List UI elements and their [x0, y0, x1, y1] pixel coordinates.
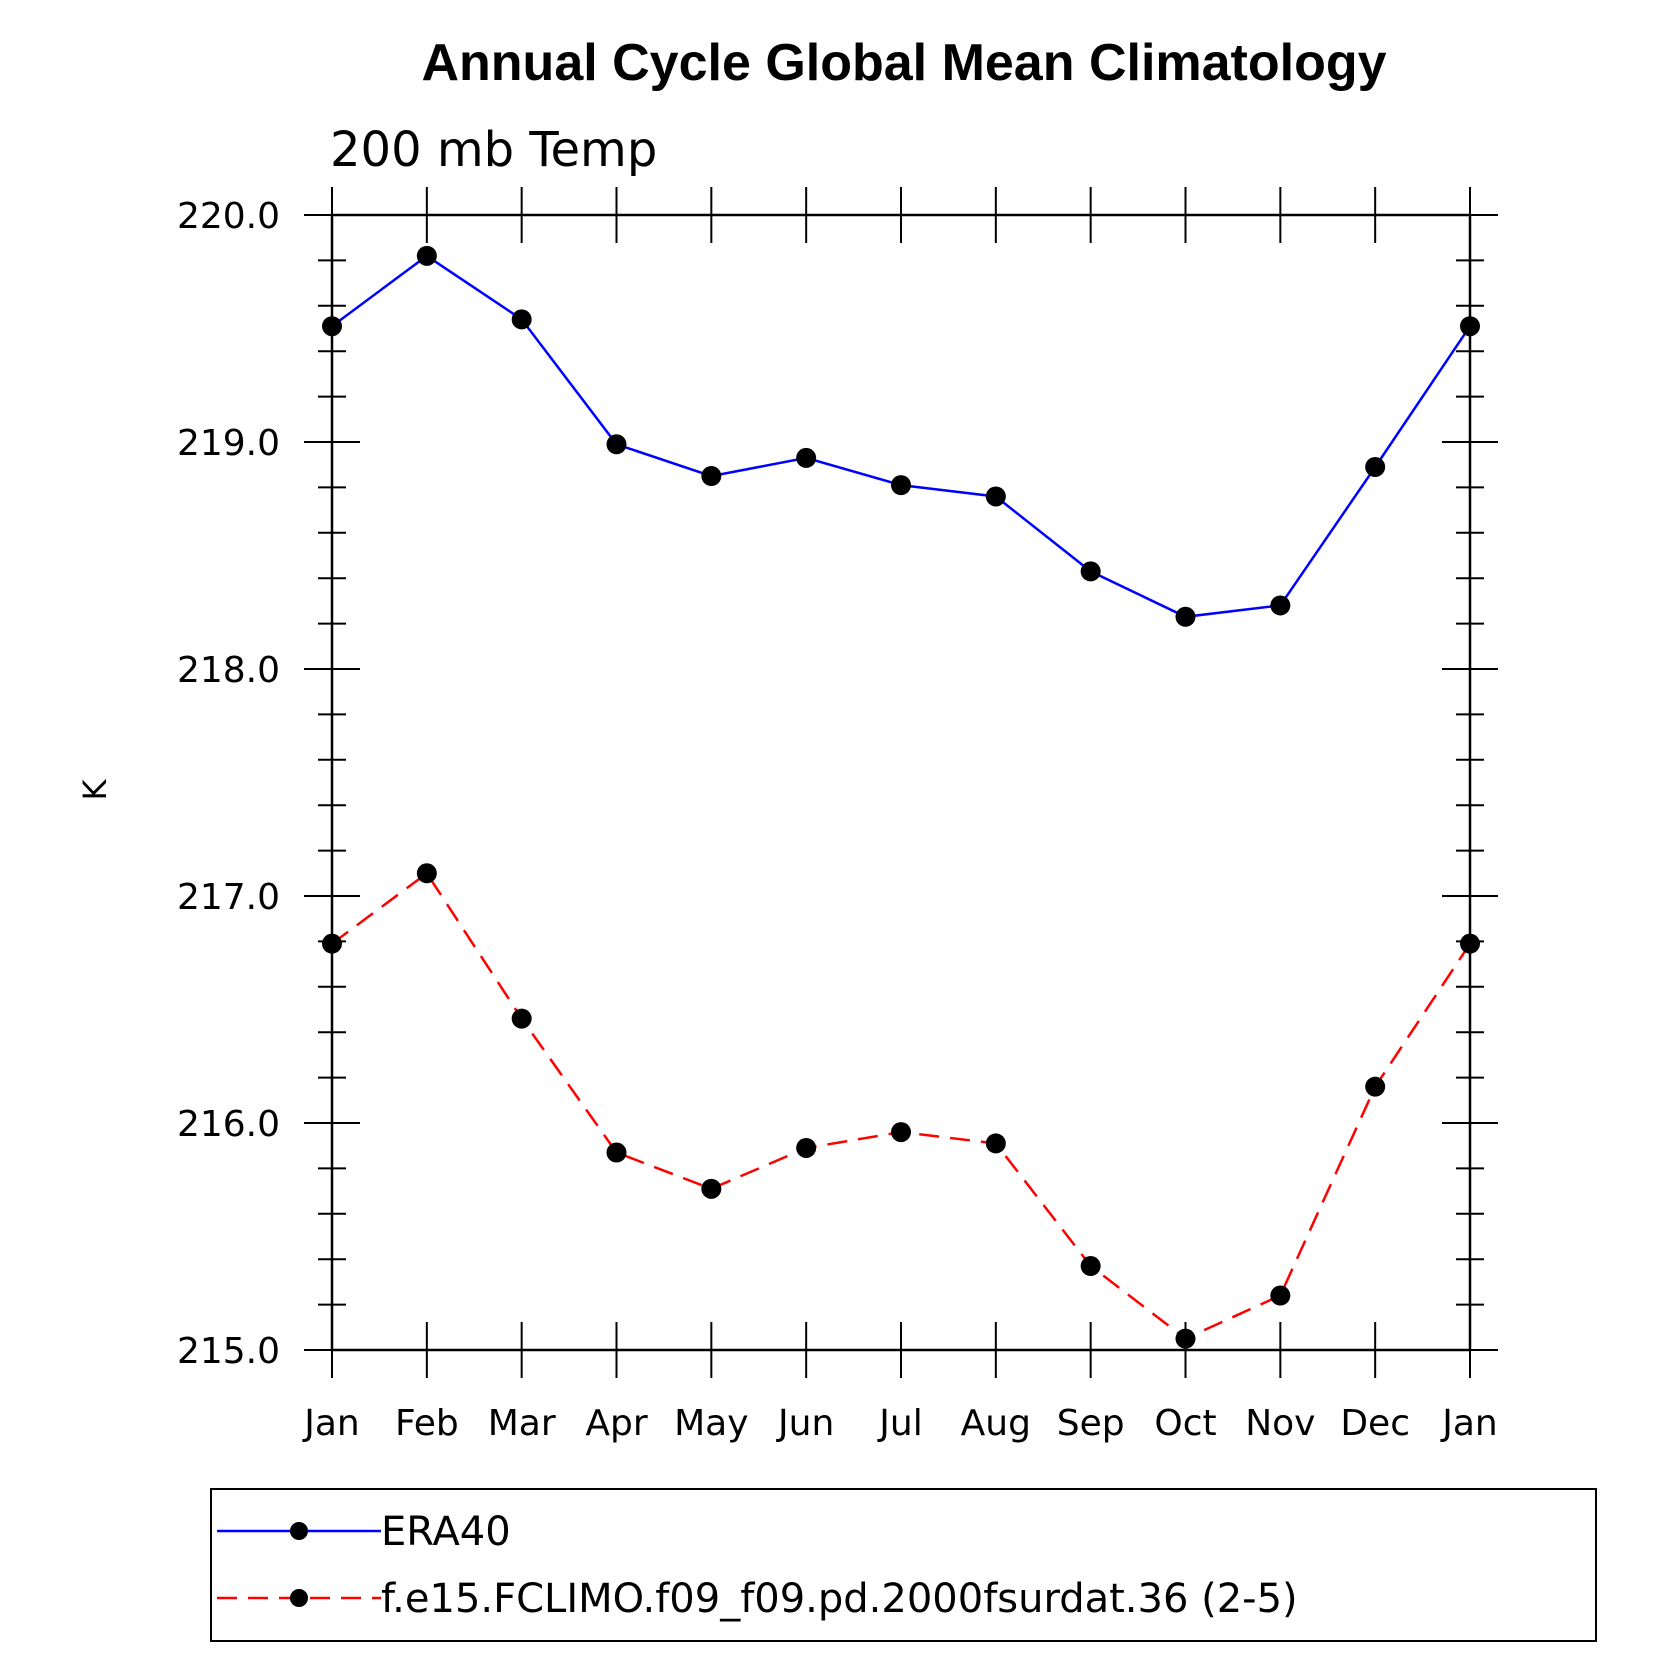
data-point	[701, 466, 722, 487]
x-tick-label: Jul	[877, 1403, 922, 1444]
x-tick-label: Sep	[1057, 1403, 1125, 1444]
data-point	[1270, 595, 1291, 616]
data-point	[322, 316, 342, 337]
data-point	[1175, 606, 1196, 627]
data-point	[606, 1142, 627, 1163]
plot-axes: 215.0 216.0 217.0 218.0 219.0 220.0 Jan Feb Mar A…	[177, 187, 1498, 1444]
x-tick-label: Mar	[488, 1403, 556, 1444]
data-point	[985, 1133, 1006, 1154]
chart-subtitle: 200 mb Temp	[330, 122, 657, 178]
data-point	[701, 1178, 722, 1199]
x-tick-label: Jan	[302, 1403, 360, 1444]
chart-title: Annual Cycle Global Mean Climatology	[421, 34, 1386, 92]
data-point	[416, 863, 437, 884]
data-point	[1365, 456, 1386, 477]
data-point	[1270, 1285, 1291, 1306]
y-tick-label: 218.0	[177, 650, 280, 691]
data-point	[796, 1137, 817, 1158]
x-tick-label: Dec	[1340, 1403, 1410, 1444]
data-point	[1175, 1328, 1196, 1349]
data-point	[891, 1122, 911, 1143]
data-point	[606, 434, 627, 455]
series-1	[322, 863, 1480, 1349]
series-line-1	[331, 871, 1472, 1341]
plot-frame	[330, 213, 1472, 1352]
data-point	[796, 447, 817, 468]
legend-marker-0	[290, 1522, 308, 1540]
x-tick-label: May	[674, 1403, 748, 1444]
x-tick-label: Feb	[395, 1403, 459, 1444]
series-0	[322, 245, 1480, 627]
legend-box	[210, 1488, 1597, 1642]
data-point	[1460, 933, 1480, 954]
data-point	[891, 475, 911, 496]
legend: ERA40 f.e15.FCLIMO.f09_f09.pd.2000fsurda…	[210, 1488, 1597, 1642]
series-line-0	[331, 254, 1472, 619]
data-point	[1080, 1256, 1101, 1277]
y-axis-label: K	[76, 778, 114, 800]
x-tick-label: Jun	[776, 1403, 834, 1444]
y-tick-label: 215.0	[177, 1331, 280, 1372]
legend-label-0: ERA40	[381, 1509, 511, 1555]
data-point	[985, 486, 1006, 507]
data-point	[416, 245, 437, 266]
data-point	[1365, 1076, 1386, 1097]
data-point	[511, 1008, 532, 1029]
data-point	[1460, 316, 1480, 337]
legend-marker-1	[290, 1589, 308, 1607]
y-tick-label: 216.0	[177, 1104, 280, 1145]
data-point	[511, 309, 532, 330]
x-tick-label: Aug	[961, 1403, 1031, 1444]
series-layer	[322, 245, 1480, 1349]
x-tick-label: Apr	[585, 1403, 647, 1444]
data-point	[1080, 561, 1101, 582]
y-tick-label: 219.0	[177, 423, 280, 464]
x-tick-label: Oct	[1154, 1403, 1216, 1444]
y-tick-label: 220.0	[177, 196, 280, 237]
x-tick-label: Jan	[1440, 1403, 1498, 1444]
x-tick-label: Nov	[1245, 1403, 1315, 1444]
data-point	[322, 933, 342, 954]
y-tick-label: 217.0	[177, 877, 280, 918]
legend-label-1: f.e15.FCLIMO.f09_f09.pd.2000fsurdat.36 (…	[381, 1576, 1298, 1622]
